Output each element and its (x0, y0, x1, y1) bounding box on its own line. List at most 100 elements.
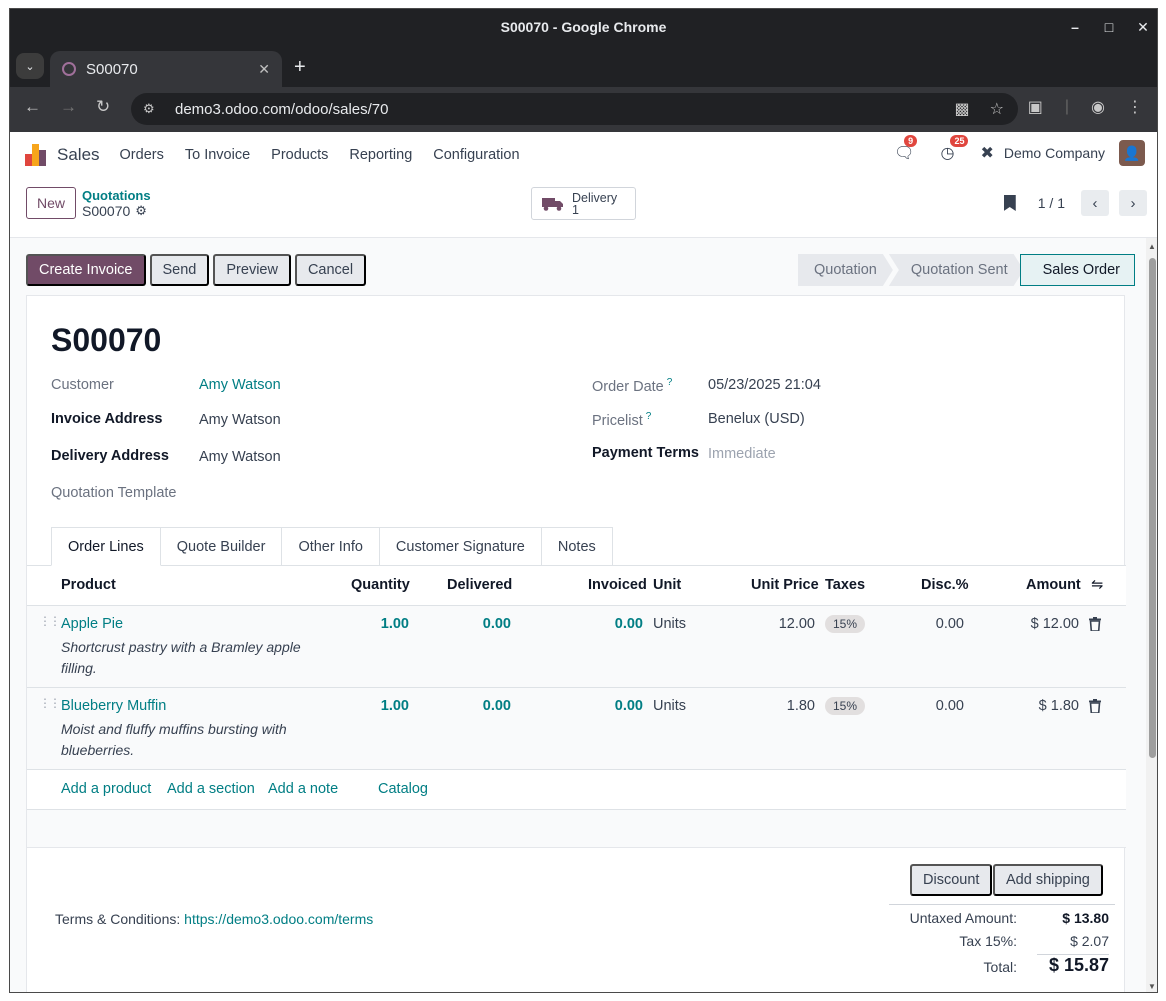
user-avatar[interactable]: 👤 (1119, 140, 1145, 166)
col-unit[interactable]: Unit (653, 577, 682, 593)
scroll-up-icon[interactable]: ▲ (1148, 242, 1156, 251)
back-icon[interactable]: ← (24, 97, 41, 116)
stage-quotation[interactable]: Quotation (798, 254, 893, 286)
chrome-menu-icon[interactable]: ⋮ (1127, 99, 1143, 116)
delivery-address-field[interactable]: Amy Watson (199, 449, 281, 465)
line-invoiced[interactable]: 0.00 (614, 698, 643, 714)
site-info-icon[interactable]: ⚙ (143, 101, 155, 116)
scroll-down-icon[interactable]: ▼ (1148, 982, 1156, 991)
drag-handle-icon[interactable]: ⋮⋮ (39, 696, 61, 710)
menu-to-invoice[interactable]: To Invoice (184, 147, 251, 163)
cancel-button[interactable]: Cancel (294, 254, 367, 286)
optional-columns-icon[interactable]: ⇋ (1091, 577, 1104, 593)
stage-quotation-sent[interactable]: Quotation Sent (889, 254, 1024, 286)
order-date-field[interactable]: 05/23/2025 21:04 (708, 377, 821, 393)
address-bar[interactable]: ⚙ demo3.odoo.com/odoo/sales/70 ▩ ☆ (131, 93, 1018, 125)
new-button[interactable]: New (26, 187, 76, 219)
table-row[interactable]: ⋮⋮ Apple Pie Shortcrust pastry with a Br… (27, 606, 1126, 688)
maximize-icon[interactable]: □ (1104, 19, 1114, 35)
line-discount[interactable]: 0.00 (935, 698, 964, 714)
preview-button[interactable]: Preview (213, 254, 291, 286)
col-unit-price[interactable]: Unit Price (751, 577, 819, 593)
line-quantity[interactable]: 1.00 (380, 616, 409, 632)
breadcrumb-quotations[interactable]: Quotations (82, 188, 151, 203)
app-brand[interactable]: Sales (57, 145, 100, 164)
delete-line-icon[interactable] (1089, 617, 1101, 631)
add-product-link[interactable]: Add a product (61, 781, 152, 797)
tab-customer-signature[interactable]: Customer Signature (379, 527, 542, 566)
add-shipping-button[interactable]: Add shipping (993, 864, 1103, 896)
gear-icon[interactable]: ⚙ (135, 203, 147, 218)
tab-notes[interactable]: Notes (541, 527, 613, 566)
line-tax-badge[interactable]: 15% (825, 615, 866, 633)
payment-terms-field[interactable]: Immediate (708, 446, 776, 462)
bookmark-icon[interactable] (1003, 195, 1016, 211)
close-tab-icon[interactable]: ✕ (258, 60, 270, 77)
messages-icon[interactable]: 🗨 9 (894, 135, 918, 163)
tab-quote-builder[interactable]: Quote Builder (160, 527, 283, 566)
reload-icon[interactable]: ↻ (96, 97, 111, 116)
scroll-thumb[interactable] (1149, 258, 1156, 758)
line-tax-badge[interactable]: 15% (825, 697, 866, 715)
menu-orders[interactable]: Orders (119, 147, 164, 163)
line-unit-price[interactable]: 12.00 (778, 616, 815, 632)
close-window-icon[interactable]: ✕ (1137, 18, 1149, 35)
line-product[interactable]: Blueberry Muffin (61, 698, 167, 714)
install-app-icon[interactable]: ▩ (954, 101, 970, 118)
line-quantity[interactable]: 1.00 (380, 698, 409, 714)
pricelist-field[interactable]: Benelux (USD) (708, 411, 805, 427)
col-amount[interactable]: Amount (1026, 577, 1081, 593)
profile-icon[interactable]: ◉ (1091, 99, 1105, 116)
line-discount[interactable]: 0.00 (935, 616, 964, 632)
tab-other-info[interactable]: Other Info (282, 527, 380, 566)
page-scrollbar[interactable]: ▲ ▼ (1146, 238, 1157, 992)
line-delivered[interactable]: 0.00 (482, 616, 511, 632)
activities-icon[interactable]: ◷ 25 (940, 135, 969, 163)
col-quantity[interactable]: Quantity (351, 577, 410, 593)
col-delivered[interactable]: Delivered (447, 577, 513, 593)
browser-tab[interactable]: S00070 ✕ (50, 51, 282, 87)
minimize-icon[interactable]: – (1071, 19, 1079, 35)
col-taxes[interactable]: Taxes (825, 577, 866, 593)
debug-tools-icon[interactable]: ✖ (980, 145, 994, 162)
col-invoiced[interactable]: Invoiced (588, 577, 647, 593)
menu-products[interactable]: Products (271, 147, 329, 163)
pricelist-help-icon[interactable]: ? (645, 411, 652, 422)
col-product[interactable]: Product (61, 577, 116, 593)
bookmark-star-icon[interactable]: ☆ (989, 101, 1004, 118)
extensions-icon[interactable]: ▣ (1027, 99, 1043, 116)
delete-line-icon[interactable] (1089, 699, 1101, 713)
new-tab-icon[interactable]: + (294, 56, 306, 78)
menu-configuration[interactable]: Configuration (433, 147, 520, 163)
order-date-help-icon[interactable]: ? (666, 377, 673, 388)
pager-value[interactable]: 1 / 1 (1037, 195, 1065, 211)
line-delivered[interactable]: 0.00 (482, 698, 511, 714)
invoice-address-field[interactable]: Amy Watson (199, 412, 281, 428)
discount-button[interactable]: Discount (910, 864, 993, 896)
add-section-link[interactable]: Add a section (167, 781, 255, 797)
sales-app-icon[interactable] (25, 144, 47, 166)
line-unit[interactable]: Units (653, 616, 687, 632)
tab-order-lines[interactable]: Order Lines (51, 527, 161, 566)
pager-next-icon[interactable]: › (1119, 190, 1147, 216)
tab-search-button[interactable]: ⌄ (16, 53, 44, 79)
line-product[interactable]: Apple Pie (61, 616, 124, 632)
line-unit[interactable]: Units (653, 698, 687, 714)
pager-previous-icon[interactable]: ‹ (1081, 190, 1109, 216)
catalog-link[interactable]: Catalog (378, 781, 428, 797)
terms-link[interactable]: https://demo3.odoo.com/terms (184, 911, 374, 927)
forward-icon[interactable]: → (60, 97, 77, 116)
line-invoiced[interactable]: 0.00 (614, 616, 643, 632)
line-unit-price[interactable]: 1.80 (786, 698, 815, 714)
col-discount[interactable]: Disc.% (921, 577, 969, 593)
send-button[interactable]: Send (149, 254, 210, 286)
drag-handle-icon[interactable]: ⋮⋮ (39, 614, 61, 628)
add-note-link[interactable]: Add a note (268, 781, 339, 797)
create-invoice-button[interactable]: Create Invoice (26, 254, 146, 286)
company-switcher[interactable]: Demo Company (1003, 145, 1105, 161)
delivery-smart-button[interactable]: Delivery 1 (531, 187, 636, 220)
customer-field[interactable]: Amy Watson (199, 377, 281, 393)
table-row[interactable]: ⋮⋮ Blueberry Muffin Moist and fluffy muf… (27, 688, 1126, 770)
stage-sales-order[interactable]: Sales Order (1019, 254, 1135, 286)
menu-reporting[interactable]: Reporting (349, 147, 413, 163)
